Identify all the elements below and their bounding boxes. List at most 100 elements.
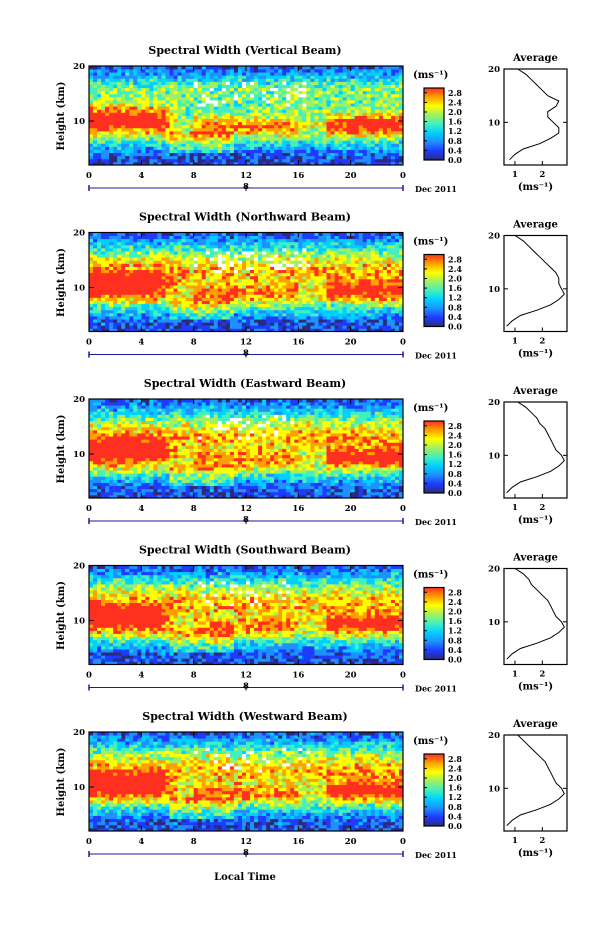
heatmap-cell bbox=[298, 275, 303, 280]
heatmap-cell bbox=[157, 312, 162, 317]
heatmap-cell bbox=[105, 103, 110, 107]
heatmap-cell bbox=[89, 124, 94, 129]
heatmap-cell bbox=[370, 87, 376, 92]
heatmap-cell bbox=[262, 115, 267, 119]
heatmap-cell bbox=[237, 291, 243, 295]
heatmap-cell bbox=[185, 112, 191, 116]
heatmap-cell bbox=[386, 312, 392, 317]
heatmap-cell bbox=[354, 146, 360, 150]
heatmap-cell bbox=[101, 254, 106, 258]
heatmap-cell bbox=[282, 238, 287, 243]
heatmap-cell bbox=[310, 325, 315, 329]
heatmap-cell bbox=[374, 260, 380, 264]
heatmap-cell bbox=[169, 319, 174, 323]
heatmap-cell bbox=[290, 93, 295, 98]
heatmap-cell bbox=[254, 137, 259, 141]
heatmap-cell bbox=[177, 275, 182, 280]
heatmap-cell bbox=[121, 127, 126, 132]
heatmap-cell bbox=[97, 312, 102, 317]
heatmap-cell bbox=[346, 312, 352, 317]
heatmap-cell bbox=[93, 130, 98, 135]
heatmap-cell bbox=[274, 291, 279, 295]
heatmap-cell bbox=[294, 146, 299, 150]
heatmap-cell bbox=[229, 155, 235, 160]
heatmap-cell bbox=[197, 134, 203, 138]
heatmap-cell bbox=[125, 140, 130, 144]
heatmap-cell bbox=[133, 325, 138, 329]
heatmap-cell bbox=[233, 84, 239, 89]
heatmap-cell bbox=[193, 278, 199, 283]
heatmap-cell bbox=[286, 106, 291, 110]
heatmap-cell bbox=[89, 232, 94, 236]
heatmap-cell bbox=[205, 149, 211, 154]
heatmap-cell bbox=[350, 134, 356, 138]
heatmap-cell bbox=[137, 143, 142, 147]
heatmap-cell bbox=[262, 316, 267, 320]
heatmap-cell bbox=[294, 288, 299, 292]
heatmap-cell bbox=[161, 112, 166, 116]
heatmap-cell bbox=[165, 161, 170, 166]
heatmap-cell bbox=[89, 96, 94, 101]
heatmap-cell bbox=[342, 103, 348, 107]
heatmap-cell bbox=[338, 87, 344, 92]
heatmap-cell bbox=[374, 275, 380, 280]
heatmap-cell bbox=[354, 257, 360, 261]
heatmap-cell bbox=[338, 93, 344, 98]
heatmap-cell bbox=[366, 266, 372, 271]
heatmap-cell bbox=[254, 306, 259, 311]
heatmap-cell bbox=[109, 158, 114, 163]
heatmap-cell bbox=[338, 238, 344, 243]
heatmap-cell bbox=[201, 127, 207, 132]
heatmap-cell bbox=[149, 93, 154, 98]
heatmap-cell bbox=[129, 263, 134, 267]
heatmap-cell bbox=[197, 312, 203, 317]
heatmap-cell bbox=[386, 78, 392, 82]
heatmap-cell bbox=[258, 282, 263, 286]
heatmap-cell bbox=[386, 81, 392, 85]
heatmap-cell bbox=[169, 115, 174, 119]
heatmap-cell bbox=[229, 257, 235, 261]
heatmap-cell bbox=[330, 244, 335, 249]
heatmap-cell bbox=[133, 87, 138, 92]
heatmap-cell bbox=[334, 306, 339, 311]
heatmap-cell bbox=[129, 272, 134, 277]
heatmap-cell bbox=[205, 146, 211, 150]
heatmap-cell bbox=[390, 306, 396, 311]
heatmap-cell bbox=[153, 251, 158, 255]
heatmap-cell bbox=[129, 66, 134, 70]
heatmap-cell bbox=[326, 121, 331, 126]
heatmap-cell bbox=[161, 118, 166, 123]
heatmap-cell bbox=[282, 127, 287, 132]
heatmap-cell bbox=[125, 78, 130, 82]
heatmap-cell bbox=[141, 294, 146, 298]
heatmap-cell bbox=[290, 247, 295, 252]
heatmap-cell bbox=[237, 319, 243, 323]
heatmap-cell bbox=[278, 143, 283, 147]
heatmap-cell bbox=[318, 134, 323, 138]
heatmap-cell bbox=[229, 90, 235, 95]
heatmap-cell bbox=[370, 137, 376, 141]
heatmap-cell bbox=[254, 235, 259, 240]
heatmap-cell bbox=[157, 130, 162, 135]
heatmap-cell bbox=[121, 316, 126, 320]
heatmap-cell bbox=[233, 238, 239, 243]
heatmap-cell bbox=[237, 75, 243, 79]
heatmap-cell bbox=[157, 140, 162, 144]
heatmap-cell bbox=[370, 291, 376, 295]
heatmap-cell bbox=[169, 100, 174, 104]
heatmap-cell bbox=[358, 285, 364, 289]
avg-y-tick-label: 10 bbox=[488, 118, 500, 128]
heatmap-cell bbox=[173, 251, 178, 255]
heatmap-cell bbox=[237, 90, 243, 95]
heatmap-cell bbox=[189, 127, 195, 132]
heatmap-cell bbox=[290, 263, 295, 267]
heatmap-cell bbox=[334, 90, 339, 95]
heatmap-cell bbox=[330, 109, 335, 113]
heatmap-cell bbox=[129, 294, 134, 298]
heatmap-cell bbox=[237, 241, 243, 246]
heatmap-cell bbox=[105, 96, 110, 101]
heatmap-cell bbox=[310, 149, 315, 154]
heatmap-cell bbox=[97, 322, 102, 326]
heatmap-cell bbox=[101, 87, 106, 92]
heatmap-cell bbox=[298, 143, 303, 147]
